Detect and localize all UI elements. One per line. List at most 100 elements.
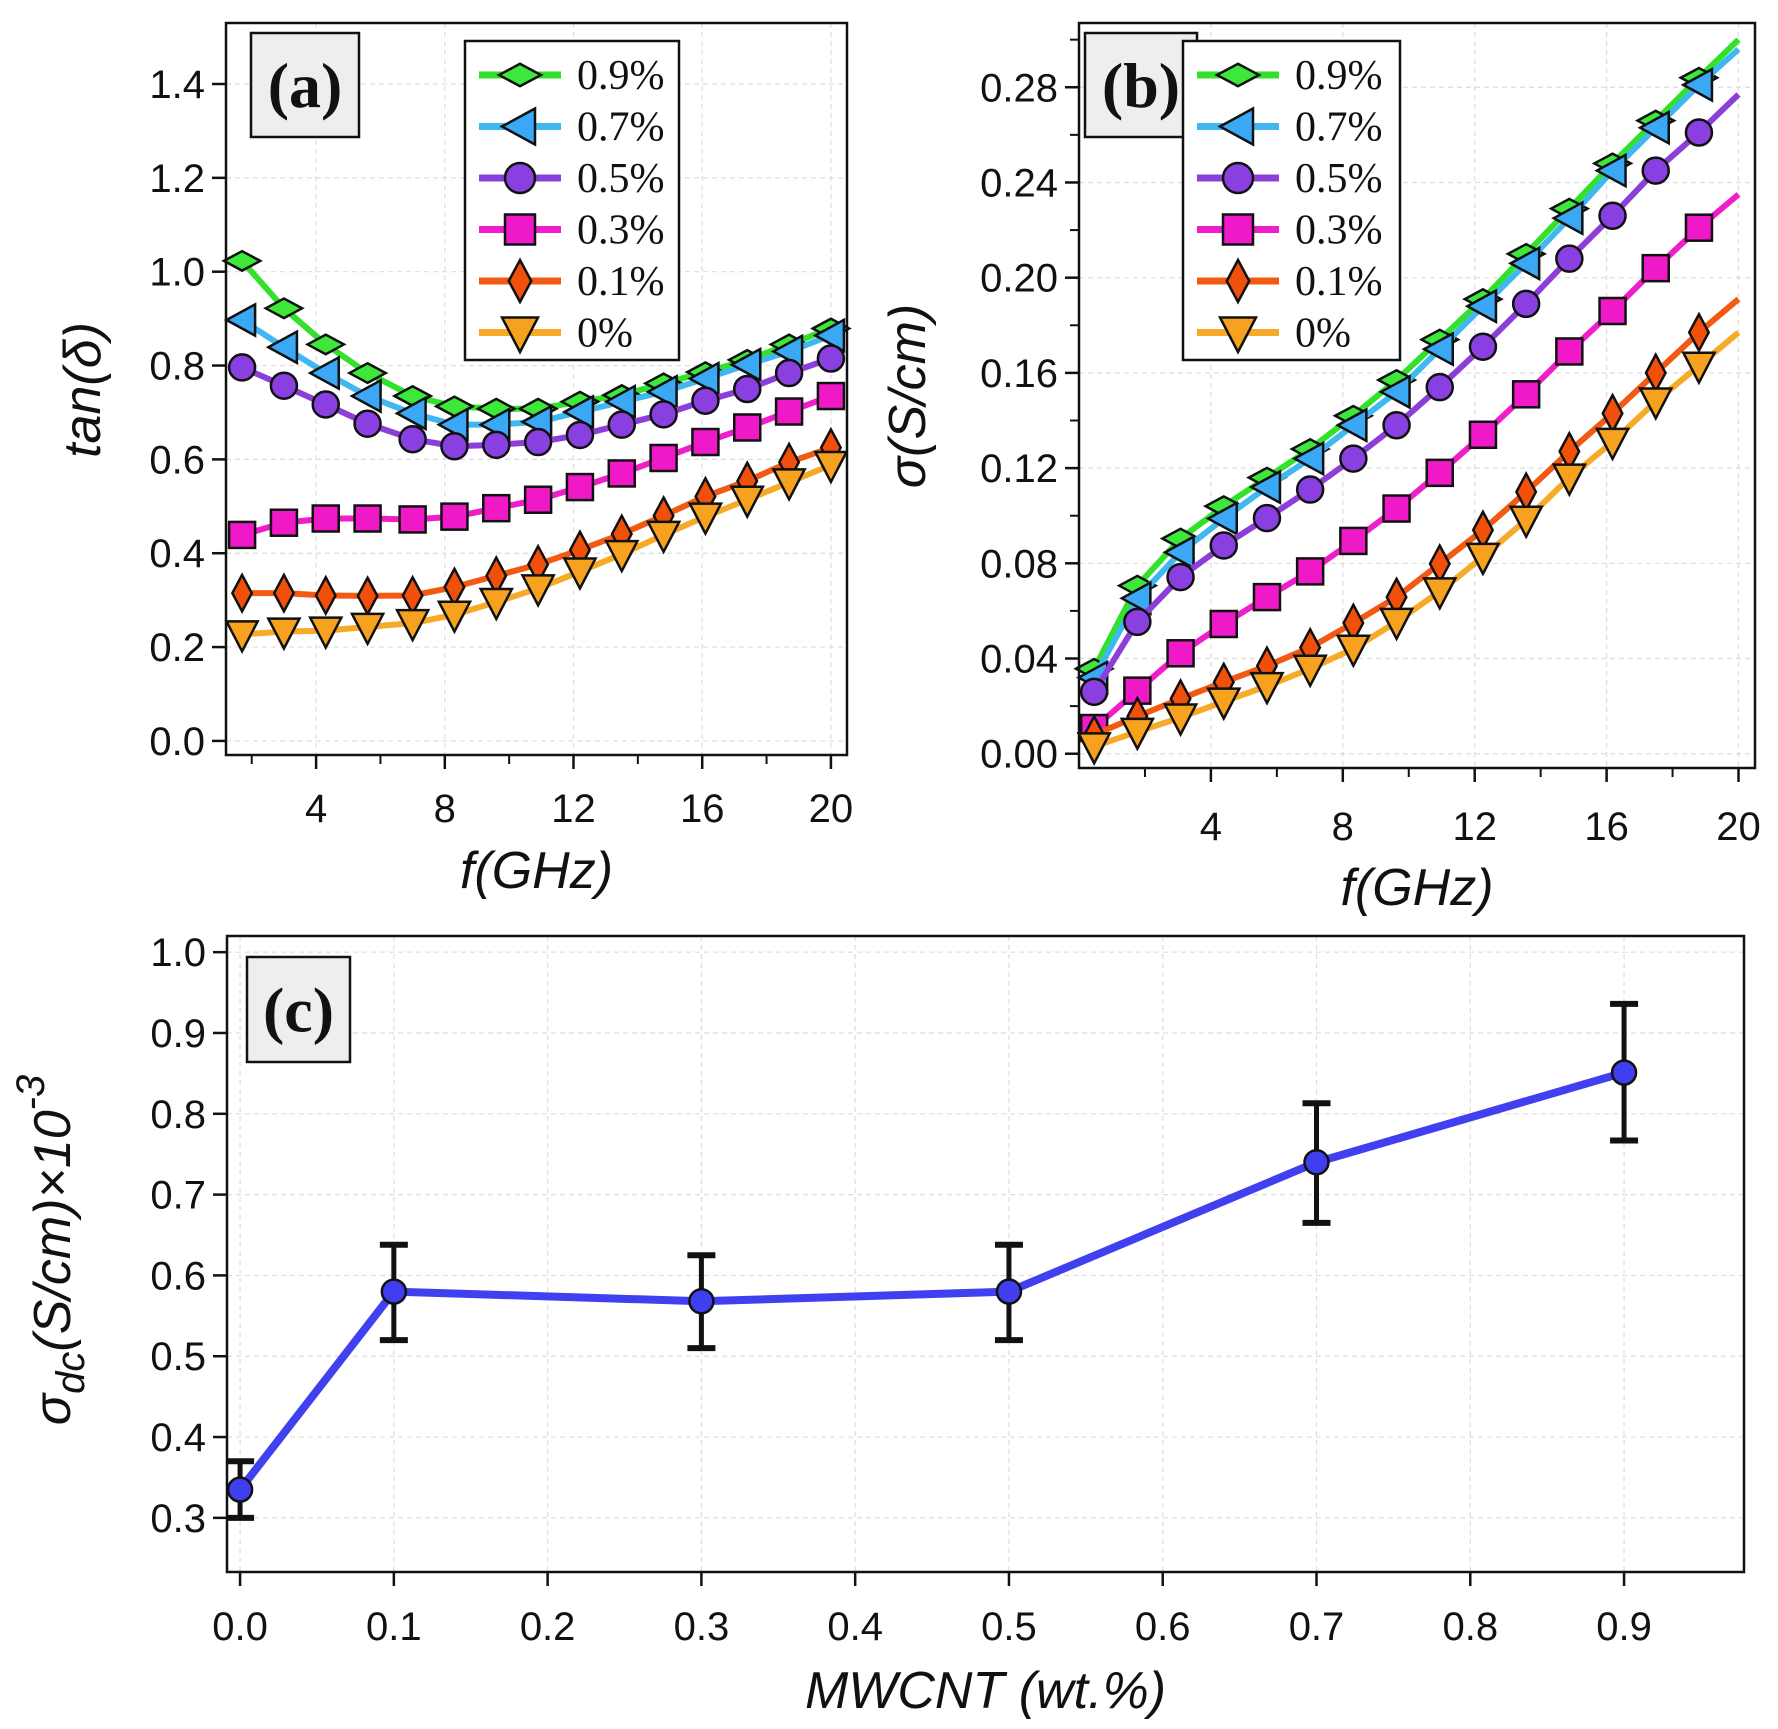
legend-label: 0.1%	[1295, 259, 1383, 305]
panel-label-box	[1083, 31, 1199, 139]
data-point	[1594, 427, 1631, 462]
x-tick-label: 4	[305, 787, 327, 831]
x-tick-label: 16	[680, 787, 725, 831]
y-tick-label: 0.08	[980, 542, 1058, 586]
data-point	[1252, 503, 1282, 533]
series-line-σdc	[236, 1068, 1626, 1493]
legend-label: 0.9%	[1295, 53, 1383, 99]
x-tick-label: 0.9	[1596, 1605, 1652, 1649]
data-point	[1601, 392, 1624, 435]
data-point	[1598, 296, 1627, 326]
y-tick-label: 0.12	[980, 447, 1058, 491]
data-point	[1428, 542, 1451, 585]
data-point	[774, 358, 804, 388]
data-point	[346, 361, 389, 385]
legend-item: 0.1%	[1197, 257, 1383, 305]
data-point	[1166, 639, 1195, 668]
y-axis-title: σdc(S/cm)×10-3	[9, 1075, 93, 1425]
data-point	[478, 587, 514, 622]
panel-a: 4 8 12 16 200.00.20.40.60.81.01.21.4 (a) 0.9%0…	[54, 21, 853, 900]
y-tick-label: 1.0	[149, 251, 205, 295]
y-tick-label: 0.16	[980, 352, 1058, 396]
data-point	[307, 355, 340, 391]
legend-marker	[499, 106, 537, 147]
data-point	[1425, 458, 1455, 488]
data-point	[1378, 607, 1415, 642]
y-tick-label: 0.5	[150, 1335, 206, 1379]
data-point	[221, 249, 263, 273]
data-point	[1511, 380, 1541, 409]
data-point	[774, 397, 804, 426]
legend-label: 0.3%	[1295, 208, 1383, 254]
y-tick-label: 0.3	[150, 1497, 206, 1541]
legend-marker	[1214, 62, 1262, 88]
data-point	[733, 413, 762, 442]
legend-item: 0.7%	[1197, 105, 1383, 151]
data-point	[1295, 557, 1325, 586]
data-point	[1637, 110, 1670, 146]
data-point	[1209, 609, 1239, 639]
legend-item: 0.3%	[479, 208, 665, 254]
data-point	[1687, 311, 1711, 354]
data-point	[691, 386, 720, 415]
y-tick-label: 0.6	[149, 438, 205, 482]
x-tick-label: 4	[1200, 805, 1222, 849]
data-point	[1610, 1059, 1638, 1086]
y-tick-label: 0.2	[149, 626, 205, 670]
data-point	[1641, 253, 1670, 283]
y-axis-title: tan(δ)	[54, 322, 112, 458]
data-point	[687, 360, 720, 397]
panel-c: 0.0 0.1 0.2 0.3 0.4 0.5 0.6 0.7 0.8 0.9 0.3 0.4 0.5 0…	[9, 931, 1746, 1720]
series-line-0.7%	[1091, 46, 1741, 679]
x-axis-title: f(GHz)	[1340, 859, 1493, 917]
data-point	[227, 353, 257, 382]
legend-marker	[503, 161, 537, 195]
y-tick-label: 0.7	[150, 1174, 206, 1218]
legend-marker	[1217, 316, 1259, 355]
data-point	[401, 574, 424, 617]
data-point	[1421, 331, 1455, 367]
data-point	[523, 485, 553, 514]
data-point	[482, 430, 511, 460]
data-point	[1511, 289, 1541, 319]
data-point	[1303, 1149, 1330, 1176]
y-tick-label: 1.0	[150, 931, 206, 975]
data-point	[1507, 245, 1541, 282]
data-point	[1119, 717, 1156, 752]
legend-label: 0.7%	[1295, 105, 1383, 151]
x-tick-label: 16	[1584, 805, 1629, 849]
x-tick-label: 12	[551, 787, 596, 831]
data-point	[603, 383, 637, 420]
legend-label: 0%	[1295, 311, 1351, 357]
legend-item: 0.5%	[479, 156, 665, 202]
data-point	[604, 539, 640, 574]
data-point	[266, 617, 302, 652]
y-axis-title: σ(S/cm)	[879, 304, 937, 488]
legend-box	[1181, 39, 1402, 362]
data-point	[1209, 531, 1239, 560]
data-point	[223, 302, 257, 338]
data-point	[1551, 463, 1588, 498]
data-point	[436, 600, 473, 635]
data-point	[311, 390, 340, 419]
data-point	[565, 420, 595, 450]
data-point	[1684, 118, 1714, 147]
x-tick-label: 0.8	[1442, 1605, 1498, 1649]
legend-item: 0%	[479, 311, 633, 357]
y-tick-label: 0.24	[980, 161, 1058, 205]
data-point	[813, 450, 849, 485]
series-line-0.5%	[1091, 92, 1741, 694]
data-point	[263, 297, 305, 320]
legend-item: 0.3%	[1197, 208, 1383, 254]
data-point	[688, 1288, 715, 1315]
data-point	[1465, 542, 1501, 577]
y-tick-label: 0.04	[980, 638, 1058, 682]
data-point	[1598, 201, 1627, 231]
x-tick-label: 8	[434, 787, 456, 831]
data-point	[517, 397, 559, 420]
data-point	[607, 410, 637, 439]
y-tick-label: 0.8	[150, 1093, 206, 1137]
data-point	[1291, 440, 1325, 477]
data-point	[380, 1278, 408, 1305]
